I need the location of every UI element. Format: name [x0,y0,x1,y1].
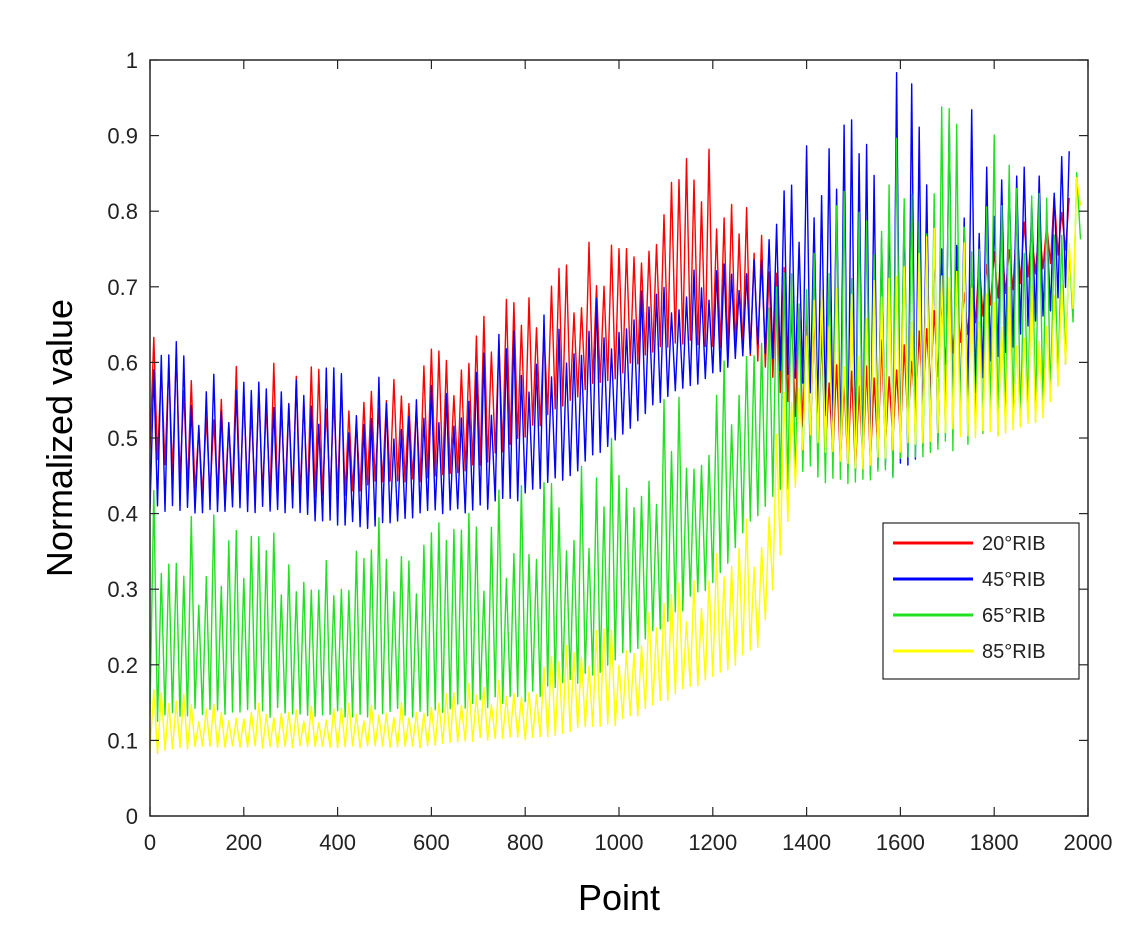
y-tick-label: 0.7 [107,275,138,300]
x-tick-label: 1800 [970,830,1019,855]
y-tick-label: 0.5 [107,426,138,451]
y-tick-label: 0.8 [107,199,138,224]
x-tick-label: 1400 [782,830,831,855]
y-tick-label: 0.6 [107,350,138,375]
x-tick-label: 800 [507,830,544,855]
legend-box [882,522,1080,680]
x-tick-label: 1600 [876,830,925,855]
x-tick-label: 400 [319,830,356,855]
x-tick-label: 200 [225,830,262,855]
x-tick-label: 1000 [595,830,644,855]
y-tick-label: 1 [126,48,138,73]
y-tick-label: 0.2 [107,653,138,678]
legend-label: 45°RIB [982,569,1046,591]
legend-label: 20°RIB [982,533,1046,555]
legend-label: 85°RIB [982,641,1046,663]
series-line-4 [150,176,1082,755]
legend-label: 65°RIB [982,605,1046,627]
legend: 20°RIB 45°RIB 65°RIB 85°RIB [882,522,1080,680]
x-tick-label: 1200 [688,830,737,855]
y-tick-label: 0.9 [107,124,138,149]
y-tick-label: 0 [126,804,138,829]
x-tick-label: 0 [144,830,156,855]
x-tick-label: 600 [413,830,450,855]
series-layer [150,71,1082,755]
y-tick-label: 0.1 [107,728,138,753]
y-tick-label: 0.3 [107,577,138,602]
y-tick-label: 0.4 [107,502,138,527]
x-tick-label: 2000 [1064,830,1113,855]
y-axis-label: Normalized value [39,299,80,577]
x-axis-label: Point [578,877,660,918]
ticks-layer: 0 200 400 600 800 1000 1200 1400 1600 1800 2000 0 0.… [107,48,1112,855]
